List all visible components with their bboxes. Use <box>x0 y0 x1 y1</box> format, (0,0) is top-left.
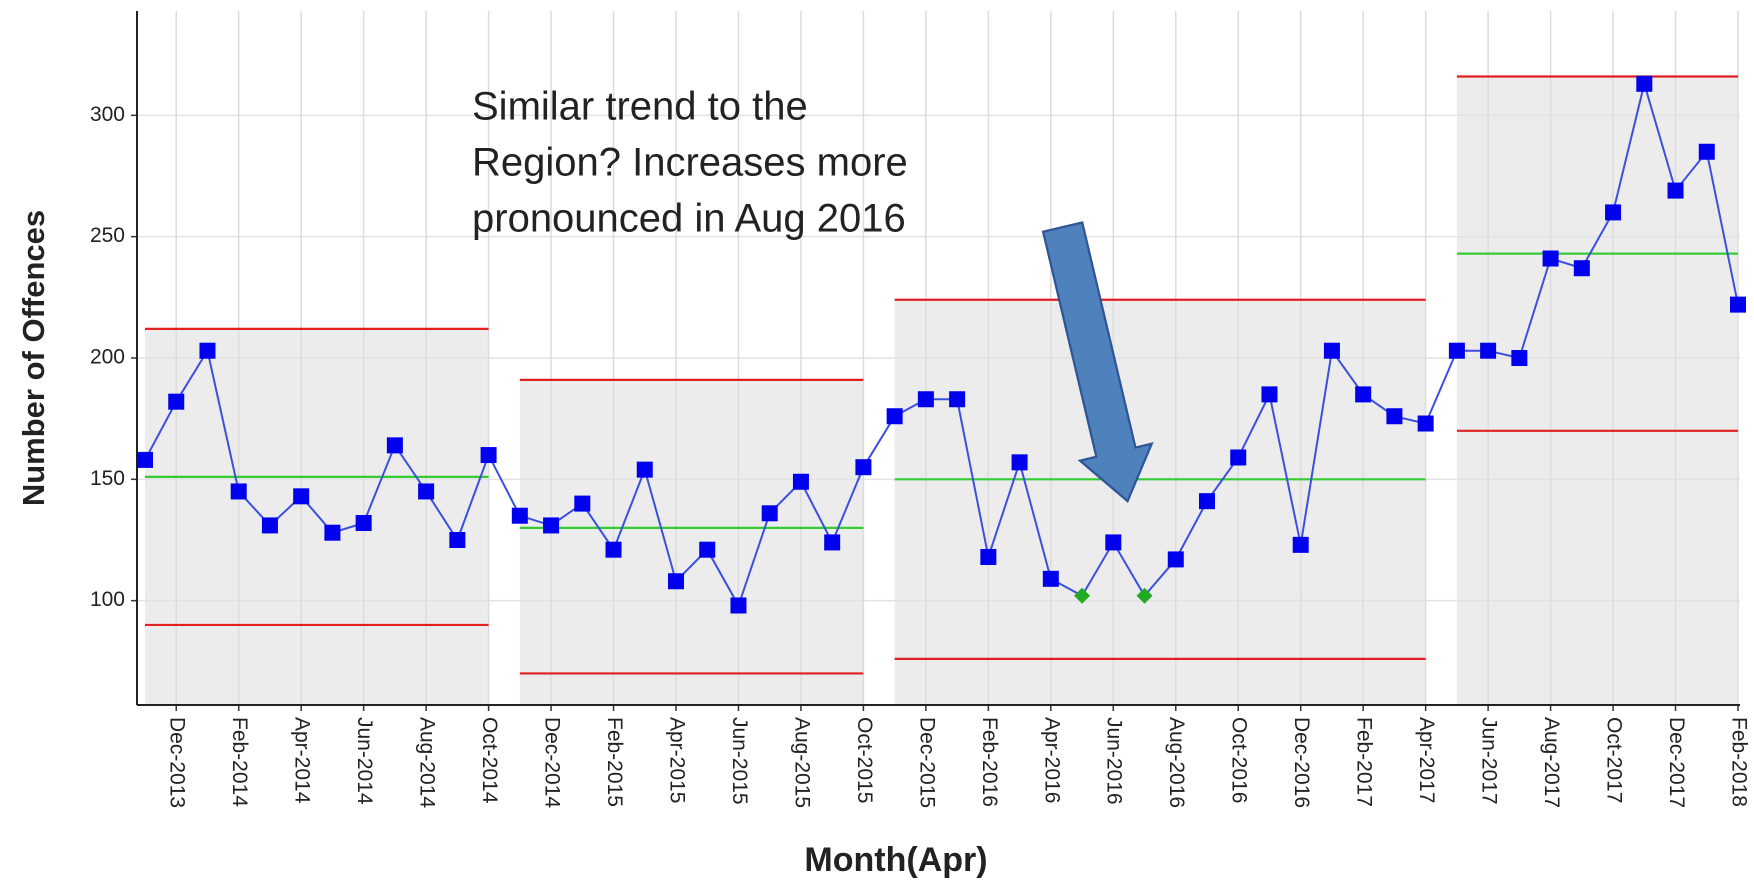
point <box>886 408 903 425</box>
y-tick-label: 100 <box>90 588 125 611</box>
point <box>668 573 684 590</box>
x-tick-label: Dec-2016 <box>1290 717 1313 808</box>
x-tick-label: Jun-2014 <box>353 717 376 805</box>
x-tick-label: Jun-2015 <box>728 717 751 805</box>
point <box>1417 415 1434 432</box>
point <box>574 495 591 512</box>
point <box>730 597 747 614</box>
point <box>980 548 997 565</box>
point <box>1698 143 1715 160</box>
point <box>1355 386 1372 403</box>
annotation-text: pronounced in Aug 2016 <box>472 197 906 241</box>
point <box>917 391 934 408</box>
x-tick-label: Apr-2016 <box>1040 717 1063 803</box>
point <box>1636 75 1653 92</box>
point <box>1542 250 1559 267</box>
x-tick-label: Feb-2018 <box>1727 717 1750 807</box>
point <box>1511 350 1528 366</box>
x-tick-label: Apr-2017 <box>1415 717 1438 803</box>
x-tick-label: Apr-2014 <box>291 717 314 804</box>
point <box>1042 570 1059 587</box>
x-tick-label: Feb-2014 <box>228 717 251 807</box>
point <box>699 541 716 558</box>
data-line <box>144 348 490 543</box>
x-tick-label: Dec-2017 <box>1665 717 1688 808</box>
data-line-link <box>862 415 896 468</box>
point <box>511 507 528 524</box>
x-axis-label: Month(Apr) <box>804 841 987 879</box>
point <box>605 541 622 558</box>
point <box>293 488 310 505</box>
point <box>261 517 278 534</box>
x-tick-label: Aug-2014 <box>416 717 439 808</box>
x-tick-label: Apr-2015 <box>665 717 688 803</box>
point <box>418 483 435 500</box>
phase-band <box>145 328 489 705</box>
point <box>449 531 466 548</box>
point <box>543 517 560 534</box>
y-tick-label: 150 <box>90 467 125 490</box>
y-tick-label: 250 <box>90 224 125 247</box>
point <box>1167 551 1184 568</box>
phase-band <box>519 379 864 705</box>
data-line-link <box>1424 350 1458 424</box>
point <box>1573 260 1590 277</box>
x-tick-label: Jun-2017 <box>1478 717 1501 805</box>
y-tick-label: 300 <box>90 103 125 126</box>
point <box>949 391 966 408</box>
point <box>199 342 216 359</box>
data-line-link <box>487 454 521 517</box>
annotation-text: Similar trend to the <box>472 85 808 129</box>
x-tick-label: Aug-2016 <box>1165 717 1188 808</box>
annotation-arrow <box>1041 221 1154 503</box>
point <box>636 461 653 478</box>
x-tick-label: Feb-2016 <box>978 717 1001 807</box>
point <box>1230 449 1247 466</box>
x-tick-label: Oct-2014 <box>478 717 501 804</box>
point <box>1480 342 1497 359</box>
x-tick-label: Dec-2015 <box>915 717 938 808</box>
point <box>386 437 403 454</box>
x-tick-label: Oct-2016 <box>1228 717 1251 803</box>
point <box>1386 408 1403 425</box>
signal-point <box>1074 587 1091 604</box>
point <box>1448 342 1465 359</box>
x-tick-label: Aug-2015 <box>790 717 813 808</box>
x-tick-label: Dec-2014 <box>541 717 564 808</box>
point <box>1011 454 1028 471</box>
point <box>355 515 372 532</box>
point <box>855 459 872 476</box>
x-tick-label: Dec-2013 <box>166 717 189 808</box>
x-tick-label: Oct-2017 <box>1603 717 1626 803</box>
phase-band <box>894 299 1426 705</box>
point <box>1105 534 1122 551</box>
point <box>230 483 247 500</box>
point <box>1730 296 1746 313</box>
x-tick-label: Feb-2015 <box>603 717 626 807</box>
point <box>324 524 341 541</box>
point <box>1292 536 1309 553</box>
point <box>1199 493 1215 510</box>
point <box>1261 386 1278 403</box>
x-tick-label: Jun-2016 <box>1103 717 1126 805</box>
point <box>1323 342 1340 359</box>
y-axis-label: Number of Offences <box>16 210 51 506</box>
point <box>137 451 153 468</box>
x-tick-label: Feb-2017 <box>1353 717 1376 807</box>
x-tick-label: Oct-2015 <box>853 717 876 803</box>
x-tick-label: Aug-2017 <box>1540 717 1563 808</box>
point <box>480 447 497 464</box>
data-line <box>1456 79 1739 360</box>
point <box>824 534 841 551</box>
point <box>1605 204 1622 221</box>
annotation-text: Region? Increases more <box>472 141 908 185</box>
point <box>168 393 185 410</box>
y-tick-label: 200 <box>90 346 125 369</box>
point <box>1667 182 1684 199</box>
point <box>761 505 778 522</box>
phase-band <box>1456 76 1738 706</box>
signal-point <box>1136 587 1153 604</box>
point <box>792 473 809 490</box>
